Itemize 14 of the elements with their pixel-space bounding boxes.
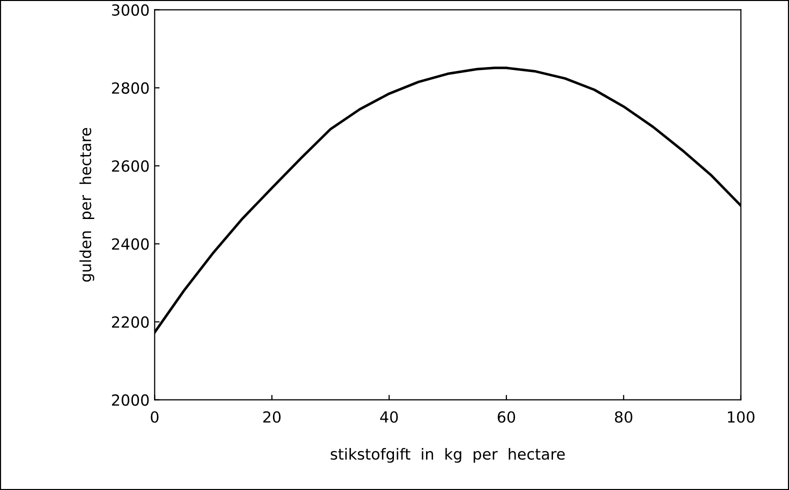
x-axis-title: stikstofgift in kg per hectare bbox=[330, 448, 565, 463]
x-tick-label: 60 bbox=[498, 411, 516, 423]
y-tick-label: 2400 bbox=[112, 238, 149, 250]
x-tick-label: 0 bbox=[150, 411, 158, 423]
y-tick-label: 3000 bbox=[112, 4, 149, 16]
y-tick-label: 2600 bbox=[112, 160, 149, 172]
y-tick-label: 2200 bbox=[112, 316, 149, 328]
x-tick-label: 100 bbox=[728, 411, 754, 423]
x-tick-label: 40 bbox=[380, 411, 398, 423]
y-axis-title: gulden per hectare bbox=[79, 128, 94, 282]
x-tick-label: 80 bbox=[614, 411, 632, 423]
x-tick-label: 20 bbox=[263, 411, 281, 423]
y-tick-label: 2800 bbox=[112, 82, 149, 94]
y-tick-label: 2000 bbox=[112, 394, 149, 406]
